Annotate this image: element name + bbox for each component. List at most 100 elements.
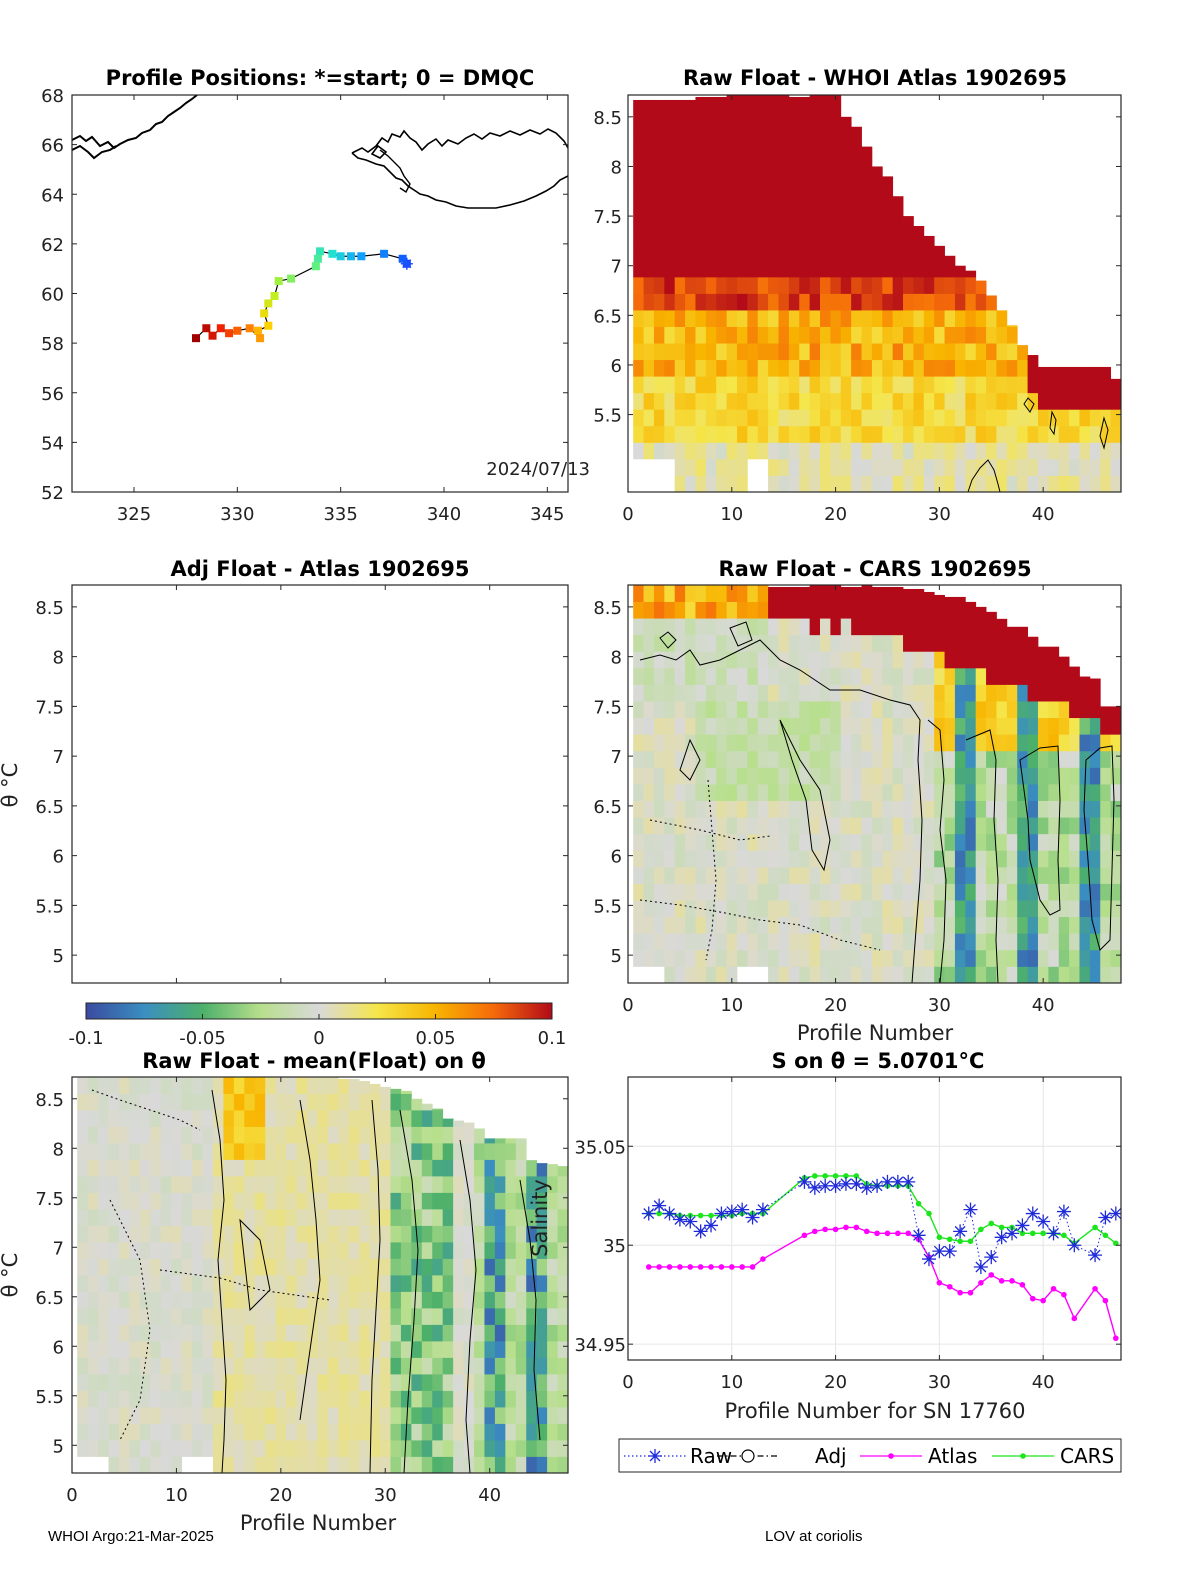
mean-cell bbox=[453, 1159, 464, 1177]
mean-cell bbox=[108, 1275, 120, 1292]
cars-cell bbox=[996, 817, 1008, 835]
mean-cell bbox=[233, 1390, 245, 1408]
mean-cell bbox=[369, 1176, 381, 1193]
mean-cell bbox=[359, 1390, 370, 1408]
whoi-cell bbox=[923, 276, 935, 294]
atlas-point bbox=[832, 1226, 839, 1233]
whoi-cell bbox=[965, 376, 977, 394]
mean-cell bbox=[432, 1110, 444, 1127]
whoi-cell bbox=[768, 111, 779, 129]
cars-cell bbox=[653, 800, 665, 818]
cars-cell bbox=[1017, 900, 1028, 918]
cars-cell bbox=[871, 800, 883, 818]
mean-cell bbox=[108, 1225, 120, 1243]
mean-cell bbox=[474, 1407, 485, 1424]
whoi-cell bbox=[705, 326, 717, 344]
whoi-title: Raw Float - WHOI Atlas 1902695 bbox=[683, 66, 1067, 90]
mean-cell bbox=[557, 1275, 568, 1292]
mean-cell bbox=[181, 1423, 193, 1441]
whoi-cell bbox=[695, 442, 707, 460]
y-tick-label: 35.05 bbox=[574, 1137, 626, 1158]
raw-point bbox=[1067, 1238, 1082, 1253]
mean-cell bbox=[390, 1357, 402, 1375]
mean-cell bbox=[463, 1209, 475, 1226]
mean-cell bbox=[400, 1308, 412, 1325]
mean-cell bbox=[192, 1258, 203, 1276]
cars-cell bbox=[653, 684, 665, 702]
whoi-cell bbox=[1089, 475, 1101, 492]
whoi-cell bbox=[799, 310, 811, 327]
cars-cell bbox=[851, 750, 862, 768]
cars-cell bbox=[757, 601, 769, 619]
whoi-cell bbox=[954, 425, 966, 443]
mean-cell bbox=[484, 1176, 496, 1193]
whoi-cell bbox=[664, 161, 676, 179]
mean-cell bbox=[265, 1291, 277, 1309]
whoi-cell bbox=[1100, 458, 1112, 476]
whoi-cell bbox=[757, 227, 769, 245]
mean-cell bbox=[411, 1291, 423, 1309]
whoi-cell bbox=[726, 359, 738, 377]
cars-cell bbox=[1110, 750, 1121, 768]
mean-cell bbox=[526, 1209, 538, 1226]
mean-cell bbox=[359, 1308, 370, 1325]
mean-cell bbox=[317, 1390, 329, 1408]
mean-cell bbox=[348, 1209, 360, 1226]
whoi-cell bbox=[695, 310, 707, 327]
cars-cell bbox=[653, 651, 665, 669]
mean-cell bbox=[515, 1324, 527, 1342]
cars-cell bbox=[1069, 949, 1080, 967]
whoi-cell bbox=[996, 310, 1008, 327]
mean-cell bbox=[87, 1374, 99, 1391]
whoi-cell bbox=[871, 243, 883, 261]
mean-cell bbox=[306, 1159, 318, 1177]
mean-cell bbox=[296, 1209, 308, 1226]
mean-cell bbox=[400, 1357, 412, 1375]
mean-cell bbox=[202, 1143, 214, 1160]
cars-cell bbox=[861, 916, 873, 934]
whoi-cell bbox=[685, 392, 696, 410]
mean-cell bbox=[557, 1374, 568, 1391]
whoi-cell bbox=[788, 161, 800, 179]
cars-cell bbox=[892, 949, 904, 967]
mean-cell bbox=[212, 1456, 224, 1473]
whoi-cell bbox=[809, 111, 821, 129]
whoi-cell bbox=[664, 276, 676, 294]
whoi-cell bbox=[830, 359, 842, 377]
mean-cell bbox=[547, 1258, 558, 1276]
whoi-cell bbox=[996, 343, 1008, 361]
mean-cell bbox=[421, 1440, 433, 1457]
mean-cell bbox=[494, 1138, 506, 1144]
cars-cell bbox=[882, 586, 894, 602]
whoi-cell bbox=[653, 359, 665, 377]
cars-cell bbox=[1058, 701, 1070, 719]
cars-cell bbox=[892, 684, 904, 702]
whoi-cell bbox=[705, 96, 717, 112]
mean-cell bbox=[442, 1126, 454, 1144]
cars-cell bbox=[778, 750, 790, 768]
cars-xlabel: Profile Number bbox=[797, 1021, 954, 1045]
cars-cell bbox=[913, 949, 925, 967]
cars-cell bbox=[882, 667, 894, 685]
atlas-point bbox=[1102, 1297, 1109, 1304]
whoi-cell bbox=[788, 376, 800, 394]
whoi-cell bbox=[830, 194, 842, 212]
cars-cell bbox=[778, 833, 790, 851]
raw-point bbox=[735, 1202, 750, 1217]
whoi-cell bbox=[695, 243, 707, 261]
whoi-cell bbox=[705, 111, 717, 129]
cars-cell bbox=[747, 618, 759, 636]
whoi-cell bbox=[768, 326, 779, 344]
cars-cell bbox=[882, 966, 894, 983]
mean-cell bbox=[233, 1357, 245, 1375]
mean-cell bbox=[296, 1308, 308, 1325]
cars-cell bbox=[736, 734, 748, 752]
cars-cell bbox=[892, 734, 904, 752]
cars-cell bbox=[861, 601, 873, 619]
cars-cell bbox=[643, 717, 655, 735]
cars-cell bbox=[685, 900, 696, 918]
mean-cell bbox=[254, 1374, 266, 1391]
whoi-cell bbox=[851, 194, 862, 212]
cars-cell bbox=[965, 817, 977, 835]
cars-cell bbox=[747, 949, 759, 967]
